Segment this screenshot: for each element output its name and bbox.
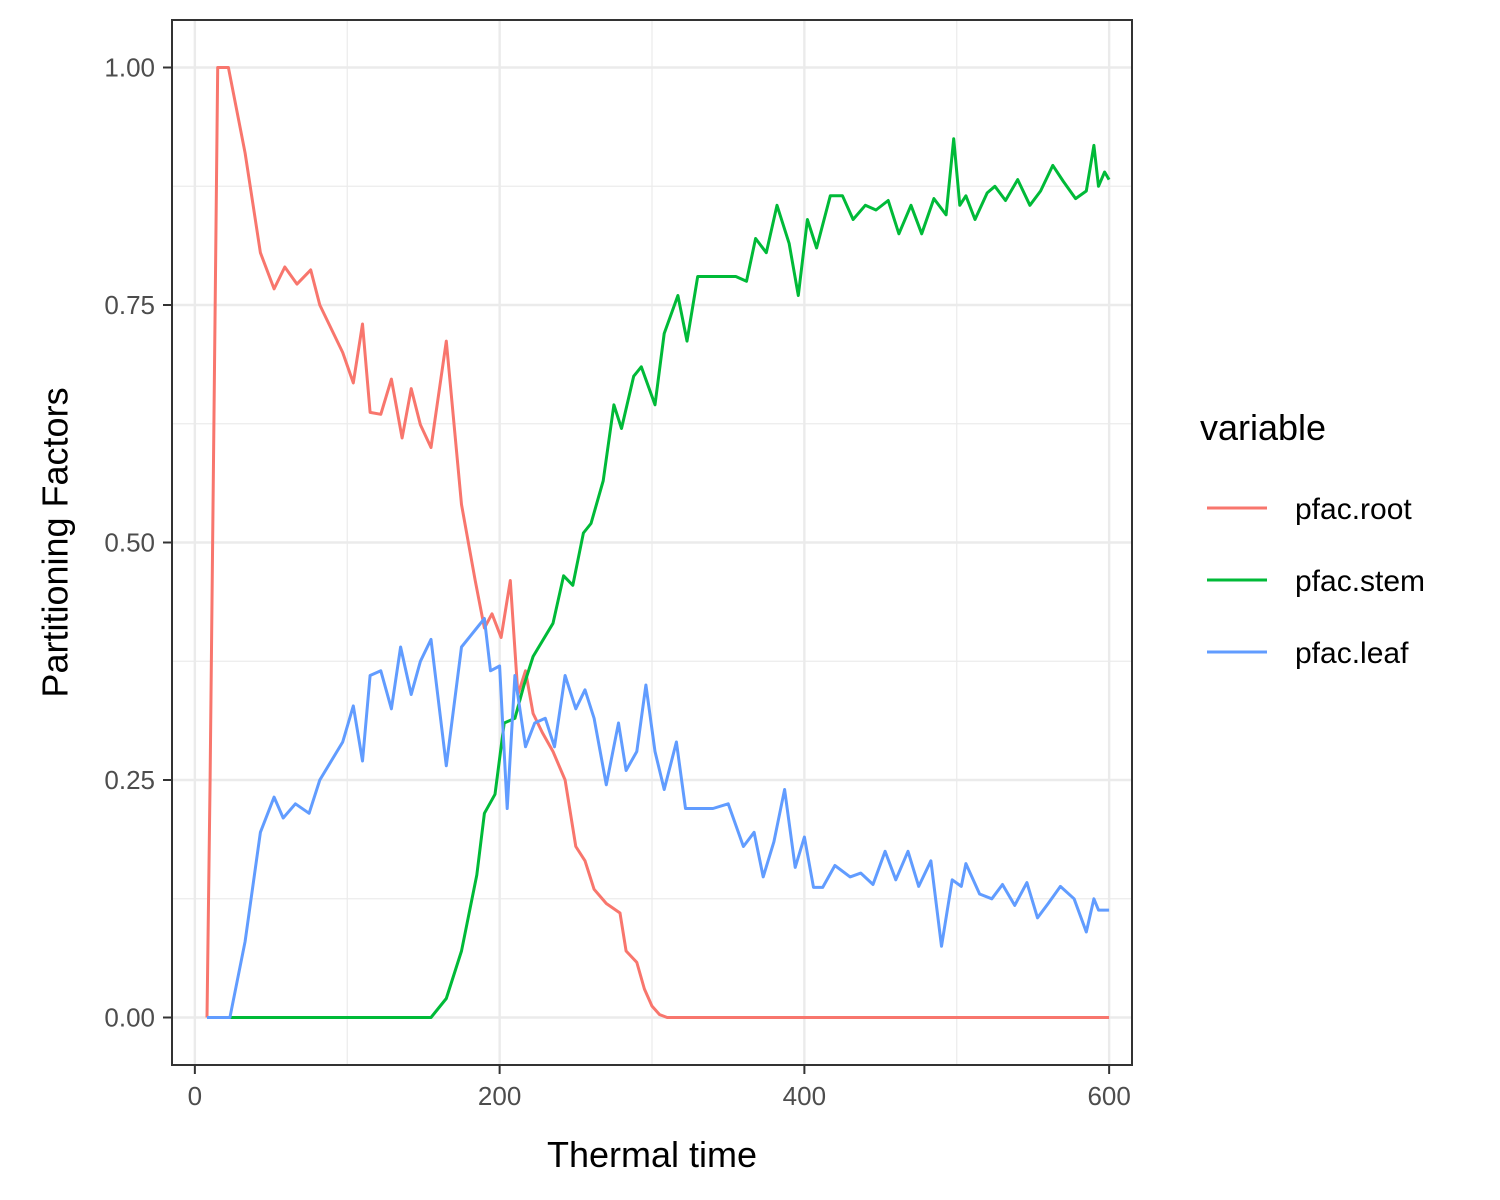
y-tick-label: 1.00: [104, 53, 155, 83]
legend-label: pfac.leaf: [1295, 637, 1409, 670]
y-axis: 0.00 0.25 0.50 0.75 1.00: [104, 53, 172, 1033]
x-axis: 0 200 400 600: [188, 1065, 1131, 1111]
x-tick-label: 0: [188, 1081, 202, 1111]
legend-item: pfac.leaf: [1207, 637, 1409, 670]
y-axis-title: Partitioning Factors: [35, 387, 76, 697]
legend-item: pfac.stem: [1207, 565, 1425, 598]
series-line-pfac-root: [205, 66, 1110, 1019]
y-tick-label: 0.00: [104, 1003, 155, 1033]
y-tick-label: 0.50: [104, 528, 155, 558]
legend-items: pfac.root pfac.stem pfac.leaf: [1207, 493, 1425, 670]
legend: variable pfac.root pfac.stem pfac.leaf: [1200, 407, 1425, 670]
series-line-pfac-stem: [207, 137, 1111, 1019]
legend-label: pfac.stem: [1295, 565, 1425, 598]
x-tick-label: 600: [1087, 1081, 1130, 1111]
grid-major: [172, 20, 1132, 1065]
legend-item: pfac.root: [1207, 493, 1412, 526]
x-axis-title: Thermal time: [547, 1134, 757, 1175]
y-tick-label: 0.25: [104, 765, 155, 795]
legend-title: variable: [1200, 407, 1326, 448]
x-tick-label: 400: [783, 1081, 826, 1111]
y-tick-label: 0.75: [104, 290, 155, 320]
legend-label: pfac.root: [1295, 493, 1412, 526]
series-lines: [205, 66, 1111, 1019]
series-line-pfac-leaf: [207, 617, 1110, 1019]
x-tick-label: 200: [478, 1081, 521, 1111]
plot-panel: [171, 19, 1133, 1066]
